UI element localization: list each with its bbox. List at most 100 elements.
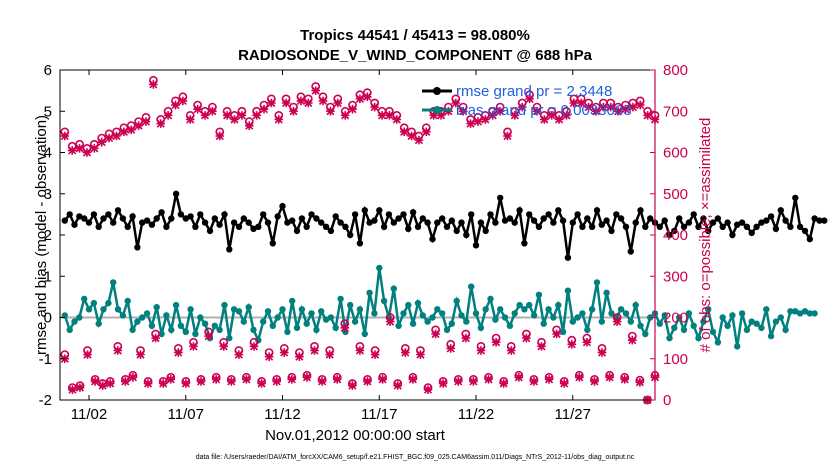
obs-assimilated-marker <box>476 346 486 355</box>
obs-assimilated-marker <box>517 102 527 112</box>
rmse-point <box>351 211 359 218</box>
rmse-point <box>564 254 572 261</box>
rmse-point <box>482 227 489 235</box>
bias-point <box>700 318 707 325</box>
obs-assimilated-marker <box>436 111 446 120</box>
obs-assimilated-marker <box>226 377 236 386</box>
obs-assimilated-marker <box>333 98 343 108</box>
rmse-point <box>516 207 523 214</box>
bias-point <box>371 310 378 317</box>
obs-assimilated-marker <box>296 96 306 106</box>
rmse-point <box>772 225 780 232</box>
rmse-point <box>100 215 107 222</box>
obs-assimilated-marker <box>620 375 630 384</box>
bias-point <box>226 334 233 342</box>
rmse-point <box>274 213 281 220</box>
rmse-point <box>598 221 605 228</box>
obs-assimilated-marker <box>90 144 99 153</box>
rmse-point <box>303 223 310 230</box>
obs-assimilated-marker <box>340 111 350 120</box>
obs-assimilated-marker <box>215 131 225 141</box>
y2-tick-label: 700 <box>663 103 688 120</box>
obs-assimilated-marker <box>378 375 387 384</box>
bias-point <box>274 314 281 321</box>
obs-assimilated-marker <box>189 342 198 351</box>
rmse-point <box>816 217 823 224</box>
rmse-point <box>177 211 185 218</box>
bias-point <box>279 306 286 313</box>
obs-assimilated-marker <box>211 375 221 384</box>
obs-assimilated-marker <box>377 111 387 120</box>
bias-point <box>419 312 426 319</box>
bias-point <box>642 330 649 338</box>
bias-point <box>743 326 751 334</box>
rmse-point <box>390 219 397 226</box>
rmse-point <box>477 219 485 226</box>
bias-point <box>758 324 765 331</box>
rmse-point <box>526 211 533 218</box>
y2-tick-label: 200 <box>663 310 688 327</box>
obs-assimilated-marker <box>75 383 85 392</box>
bias-point <box>153 304 160 311</box>
bias-point <box>763 306 770 313</box>
bias-point <box>192 330 199 338</box>
rmse-point <box>143 217 151 224</box>
bias-point <box>439 310 446 317</box>
bias-point <box>134 318 141 325</box>
bias-point <box>468 283 475 290</box>
rmse-point <box>632 219 639 226</box>
rmse-point <box>506 215 514 222</box>
rmse-point <box>705 227 712 235</box>
bias-point <box>603 289 610 296</box>
bias-point <box>540 320 547 327</box>
obs-assimilated-marker <box>407 131 416 141</box>
chart-subtitle: RADIOSONDE_V_WIND_COMPONENT @ 688 hPa <box>238 47 593 64</box>
rmse-point <box>642 223 649 230</box>
rmse-point <box>129 213 136 220</box>
obs-assimilated-marker <box>446 344 456 353</box>
obs-assimilated-marker <box>399 127 409 137</box>
obs-assimilated-marker <box>385 317 395 326</box>
rmse-point <box>158 209 165 216</box>
rmse-point <box>545 211 552 218</box>
obs-assimilated-marker <box>230 115 239 124</box>
rmse-point <box>308 211 315 218</box>
rmse-point <box>743 223 751 230</box>
rmse-point <box>226 246 233 253</box>
x-tick-label: 11/02 <box>71 406 107 423</box>
bias-point <box>695 334 702 342</box>
obs-assimilated-marker <box>196 377 206 386</box>
rmse-point <box>240 215 247 222</box>
rmse-point <box>821 217 828 224</box>
obs-assimilated-marker <box>408 375 418 384</box>
obs-assimilated-marker <box>481 115 490 124</box>
bias-point <box>555 301 562 309</box>
rmse-point <box>811 215 818 222</box>
obs-assimilated-marker <box>112 131 121 141</box>
obs-assimilated-marker <box>355 346 365 355</box>
rmse-point <box>318 219 325 226</box>
obs-assimilated-marker <box>318 96 328 106</box>
obs-assimilated-marker <box>635 377 645 387</box>
legend-rmse-marker <box>433 87 441 95</box>
rmse-point <box>555 207 562 214</box>
rmse-point <box>676 215 683 222</box>
rmse-point <box>153 215 160 222</box>
rmse-point <box>293 227 301 235</box>
chart-title: Tropics 44541 / 45413 = 98.080% <box>300 27 530 44</box>
obs-assimilated-marker <box>311 86 320 95</box>
rmse-point <box>796 223 804 230</box>
y2-tick-label: 400 <box>663 227 688 244</box>
rmse-point <box>284 219 291 226</box>
bias-point <box>734 343 741 350</box>
bias-point <box>588 306 596 313</box>
obs-assimilated-marker <box>178 96 188 106</box>
bias-point <box>230 306 238 313</box>
obs-assimilated-marker <box>141 117 151 126</box>
rmse-point <box>540 215 547 222</box>
obs-assimilated-marker <box>575 373 584 382</box>
bias-point <box>250 326 257 334</box>
bias-point <box>506 322 514 329</box>
obs-assimilated-marker <box>295 352 304 361</box>
bias-point <box>139 314 146 321</box>
